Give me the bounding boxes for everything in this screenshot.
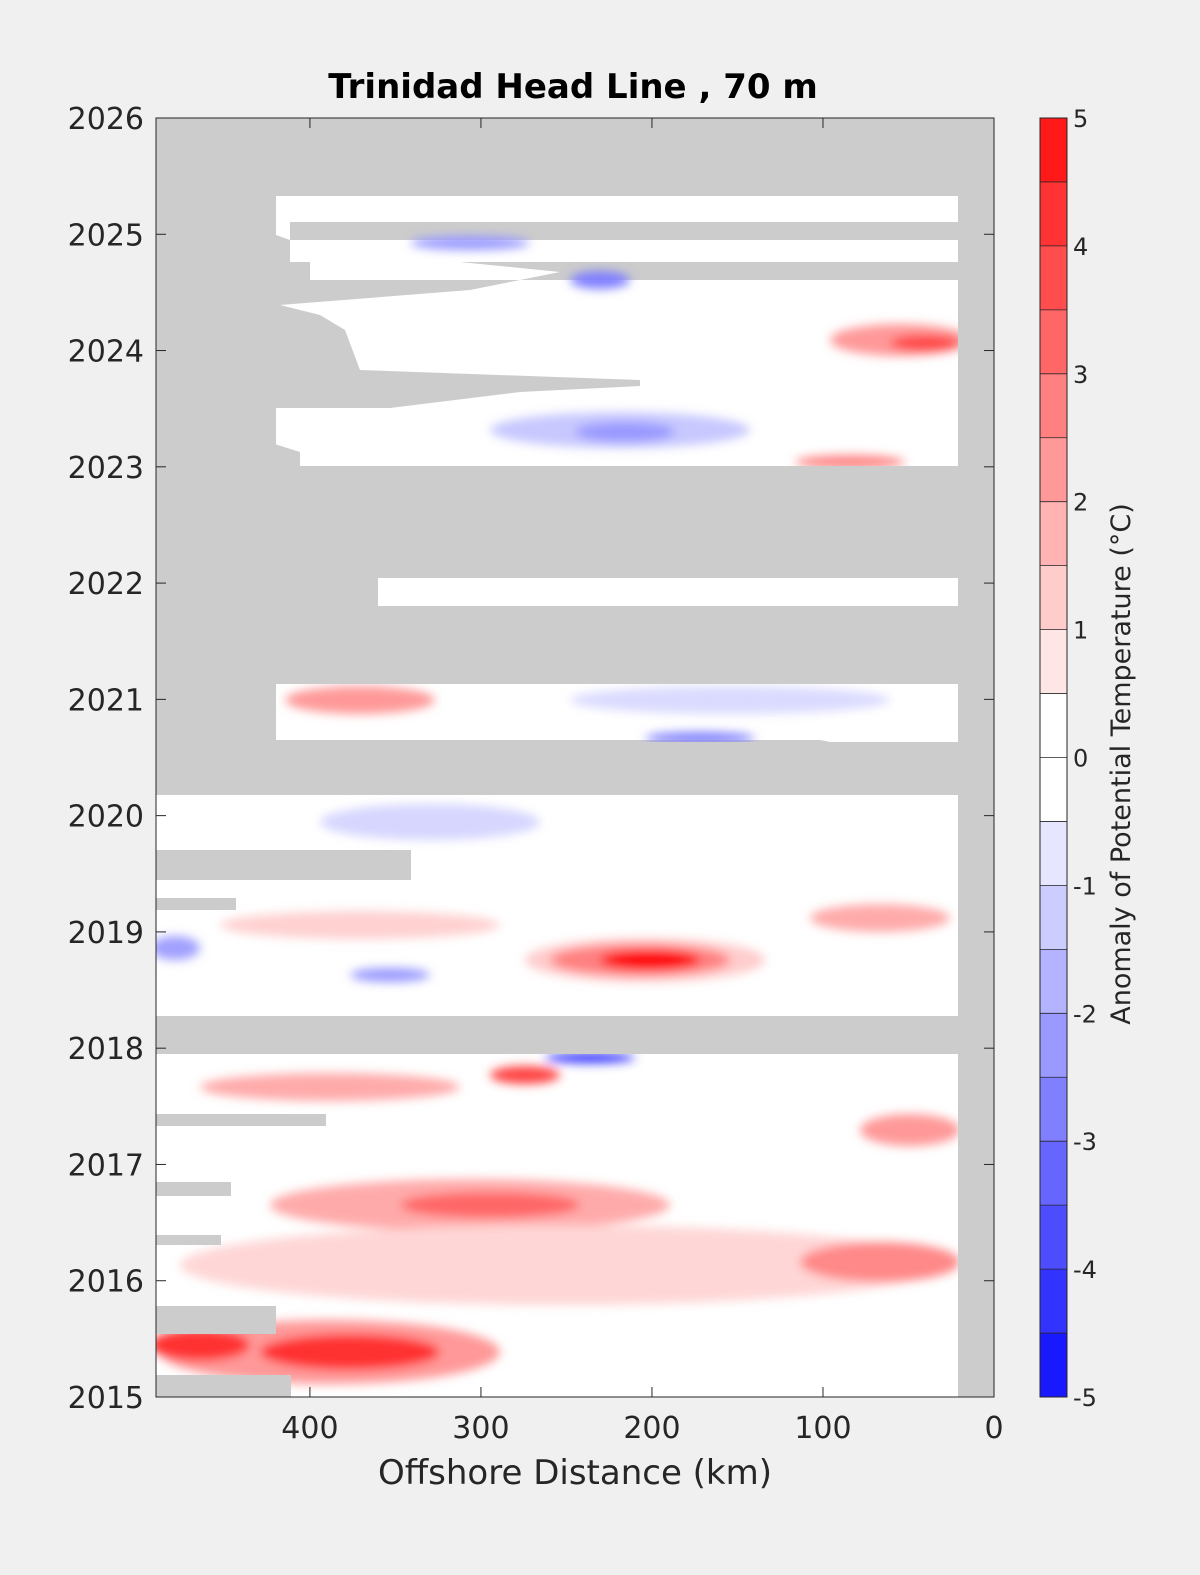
anomaly-warm-2019-band bbox=[220, 911, 500, 939]
colorbar-band bbox=[1040, 118, 1067, 182]
anomaly-warm-2018-200km bbox=[600, 950, 700, 970]
x-tick-label: 100 bbox=[794, 1411, 851, 1446]
colorbar-band bbox=[1040, 437, 1067, 502]
y-tick-label: 2020 bbox=[68, 800, 144, 835]
colorbar-tick-label: -2 bbox=[1073, 1000, 1097, 1028]
anomaly-cool-2024-240km bbox=[570, 271, 630, 289]
gap-2021-2022 bbox=[156, 606, 994, 684]
gap-2019-left-small bbox=[156, 898, 236, 910]
colorbar-tick-label: 0 bbox=[1073, 745, 1088, 773]
colorbar-tick-label: 2 bbox=[1073, 489, 1088, 517]
anomaly-warm-2017-30km bbox=[860, 1114, 960, 1146]
y-tick-label: 2021 bbox=[68, 683, 144, 718]
colorbar-band bbox=[1040, 501, 1067, 566]
anomaly-warm-band-2016 bbox=[180, 1225, 940, 1305]
anomaly-warm-2023-70km bbox=[795, 455, 905, 469]
chart-title: Trinidad Head Line , 70 m bbox=[328, 67, 818, 107]
anomaly-cool-2017-240km bbox=[545, 1053, 635, 1063]
colorbar-tick-label: -3 bbox=[1073, 1128, 1097, 1156]
missing-data-gaps bbox=[156, 118, 994, 1397]
anomaly-warm-2019-30km bbox=[810, 904, 950, 932]
gap-2020 bbox=[156, 742, 994, 795]
colorbar-band bbox=[1040, 1013, 1067, 1078]
anomaly-cool-2018-480km bbox=[156, 936, 200, 960]
anomaly-warm-2024-35km bbox=[890, 335, 960, 351]
gap-2015-left bbox=[156, 1306, 276, 1334]
colorbar-band bbox=[1040, 1269, 1067, 1334]
x-axis: 400 300 200 100 0 bbox=[281, 118, 1004, 1446]
colorbar-band bbox=[1040, 885, 1067, 950]
gap-2025-2026 bbox=[156, 118, 994, 196]
y-axis: 2015 2016 2017 2018 2019 2020 2021 2022 2023 2024… bbox=[68, 102, 994, 1416]
anomaly-cool-2018-355km bbox=[350, 968, 430, 982]
gap-2017-left bbox=[156, 1114, 326, 1126]
anomaly-cool-band-2020 bbox=[570, 686, 890, 714]
anomaly-contours bbox=[156, 236, 970, 1384]
anomaly-warm-2016-280km bbox=[400, 1192, 580, 1218]
colorbar-band bbox=[1040, 757, 1067, 822]
colorbar-band bbox=[1040, 693, 1067, 758]
x-tick-label: 400 bbox=[281, 1411, 338, 1446]
colorbar-band bbox=[1040, 245, 1067, 310]
anomaly-warm-2016-30km bbox=[800, 1242, 960, 1282]
colorbar-band bbox=[1040, 1077, 1067, 1142]
y-tick-label: 2025 bbox=[68, 218, 144, 253]
colorbar-tick-label: 1 bbox=[1073, 617, 1088, 645]
coverage-2023-2025 bbox=[262, 196, 960, 466]
y-tick-label: 2024 bbox=[68, 335, 144, 370]
colorbar-tick-label: 5 bbox=[1073, 105, 1088, 133]
anomaly-warm-2017-270km bbox=[490, 1066, 560, 1084]
gap-2022-2023 bbox=[156, 466, 994, 578]
anomaly-cool-2023-215km bbox=[575, 422, 675, 442]
colorbar-band bbox=[1040, 565, 1067, 630]
colorbar-band bbox=[1040, 821, 1067, 886]
plot-frame bbox=[155, 117, 995, 1398]
x-tick-label: 300 bbox=[452, 1411, 509, 1446]
colorbar: -5 -4 -3 -2 -1 0 1 2 3 4 5 bbox=[1039, 105, 1097, 1412]
gap-left-2020-2021 bbox=[156, 684, 276, 742]
colorbar-band bbox=[1040, 1205, 1067, 1270]
anomaly-cool-2020-160km bbox=[645, 732, 755, 744]
y-tick-label: 2019 bbox=[68, 916, 144, 951]
gap-2016-left-small bbox=[156, 1235, 221, 1245]
y-tick-label: 2026 bbox=[68, 102, 144, 137]
anomaly-warm-band-2017 bbox=[200, 1073, 460, 1101]
y-tick-label: 2018 bbox=[68, 1032, 144, 1067]
colorbar-band bbox=[1040, 373, 1067, 438]
y-tick-label: 2022 bbox=[68, 567, 144, 602]
coverage-2018-2020 bbox=[156, 795, 960, 1016]
colorbar-band bbox=[1040, 309, 1067, 374]
colorbar-band bbox=[1040, 1141, 1067, 1206]
colorbar-band bbox=[1040, 949, 1067, 1014]
gap-2018 bbox=[156, 1016, 994, 1054]
colorbar-tick-label: 4 bbox=[1073, 233, 1088, 261]
x-tick-label: 200 bbox=[623, 1411, 680, 1446]
gap-2016-left bbox=[156, 1182, 231, 1196]
gap-2015-bottom-left bbox=[156, 1375, 291, 1397]
x-tick-label: 0 bbox=[984, 1411, 1003, 1446]
y-tick-label: 2017 bbox=[68, 1148, 144, 1183]
anomaly-cool-2019-330km bbox=[320, 804, 540, 840]
colorbar-label: Anomaly of Potential Temperature (°C) bbox=[1106, 503, 1137, 1025]
anomaly-cool-2024-310km bbox=[410, 236, 530, 250]
plot-area bbox=[156, 118, 994, 1397]
y-tick-label: 2023 bbox=[68, 451, 144, 486]
colorbar-band bbox=[1040, 181, 1067, 246]
x-axis-label: Offshore Distance (km) bbox=[378, 1453, 772, 1493]
anomaly-warm-2015-470km bbox=[156, 1329, 250, 1361]
y-tick-label: 2016 bbox=[68, 1265, 144, 1300]
colorbar-tick-label: -4 bbox=[1073, 1256, 1097, 1284]
anomaly-warm-2015-360km bbox=[260, 1334, 440, 1370]
colorbar-tick-label: 3 bbox=[1073, 361, 1088, 389]
colorbar-tick-label: -5 bbox=[1073, 1384, 1097, 1412]
colorbar-frame bbox=[1039, 117, 1068, 1398]
anomaly-warm-2021-390km bbox=[285, 686, 435, 714]
gap-2019-left bbox=[156, 850, 411, 880]
colorbar-tick-label: -1 bbox=[1073, 872, 1097, 900]
y-tick-label: 2015 bbox=[68, 1381, 144, 1416]
colorbar-band bbox=[1040, 629, 1067, 694]
gap-left-2023-2025 bbox=[156, 196, 276, 466]
colorbar-band bbox=[1040, 1333, 1067, 1397]
